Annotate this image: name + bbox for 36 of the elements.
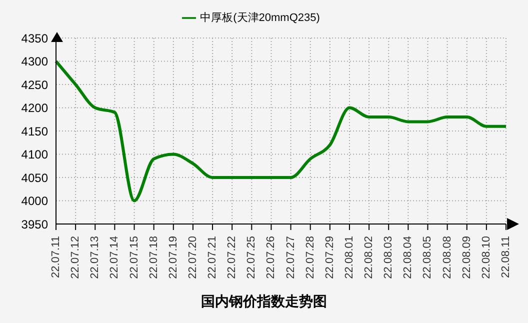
x-tick-label: 22.08.03 (382, 236, 395, 279)
x-tick-label: 22.08.10 (480, 236, 492, 279)
x-tick-label: 22.08.08 (441, 236, 454, 279)
y-tick-label: 3950 (21, 217, 48, 232)
x-tick-label: 22.07.14 (108, 236, 121, 279)
y-tick-label: 4300 (21, 54, 48, 69)
x-tick-label: 22.08.01 (343, 236, 356, 279)
x-tick-label: 22.07.28 (304, 236, 316, 279)
x-tick-label: 22.07.13 (89, 236, 102, 279)
x-tick-label: 22.07.15 (128, 236, 140, 279)
x-tick-label: 22.07.25 (246, 236, 258, 279)
x-tick-label: 22.07.22 (226, 236, 238, 279)
x-tick-label: 22.08.04 (402, 236, 414, 279)
y-tick-label: 4150 (21, 124, 48, 138)
y-tick-label: 4050 (21, 170, 48, 185)
x-tick-label: 22.08.09 (460, 236, 473, 279)
x-tick-label: 22.07.12 (70, 236, 82, 279)
y-tick-label: 4350 (21, 31, 48, 46)
y-tick-label: 4200 (21, 101, 48, 116)
x-tick-label: 22.08.11 (500, 236, 512, 278)
x-tick-label: 22.07.29 (324, 236, 336, 279)
x-tick-label: 22.07.27 (284, 236, 297, 279)
x-tick-label: 22.07.26 (265, 236, 278, 279)
x-tick-label: 22.07.11 (50, 236, 62, 278)
x-tick-label: 22.08.02 (363, 236, 376, 279)
x-tick-label: 22.07.20 (186, 236, 199, 279)
x-tick-label: 22.07.18 (148, 236, 160, 279)
x-tick-label: 22.07.21 (206, 236, 219, 279)
y-tick-label: 4000 (21, 194, 48, 208)
y-tick-label: 4250 (21, 78, 48, 92)
line-series (54, 60, 508, 202)
legend-label: 中厚板(天津20mmQ235) (200, 12, 320, 24)
y-tick-label: 4100 (21, 148, 48, 162)
x-tick-label: 22.07.19 (167, 236, 180, 279)
text: 国内钢价指数走势图 (200, 293, 328, 311)
x-tick-label: 22.08.05 (422, 236, 434, 279)
